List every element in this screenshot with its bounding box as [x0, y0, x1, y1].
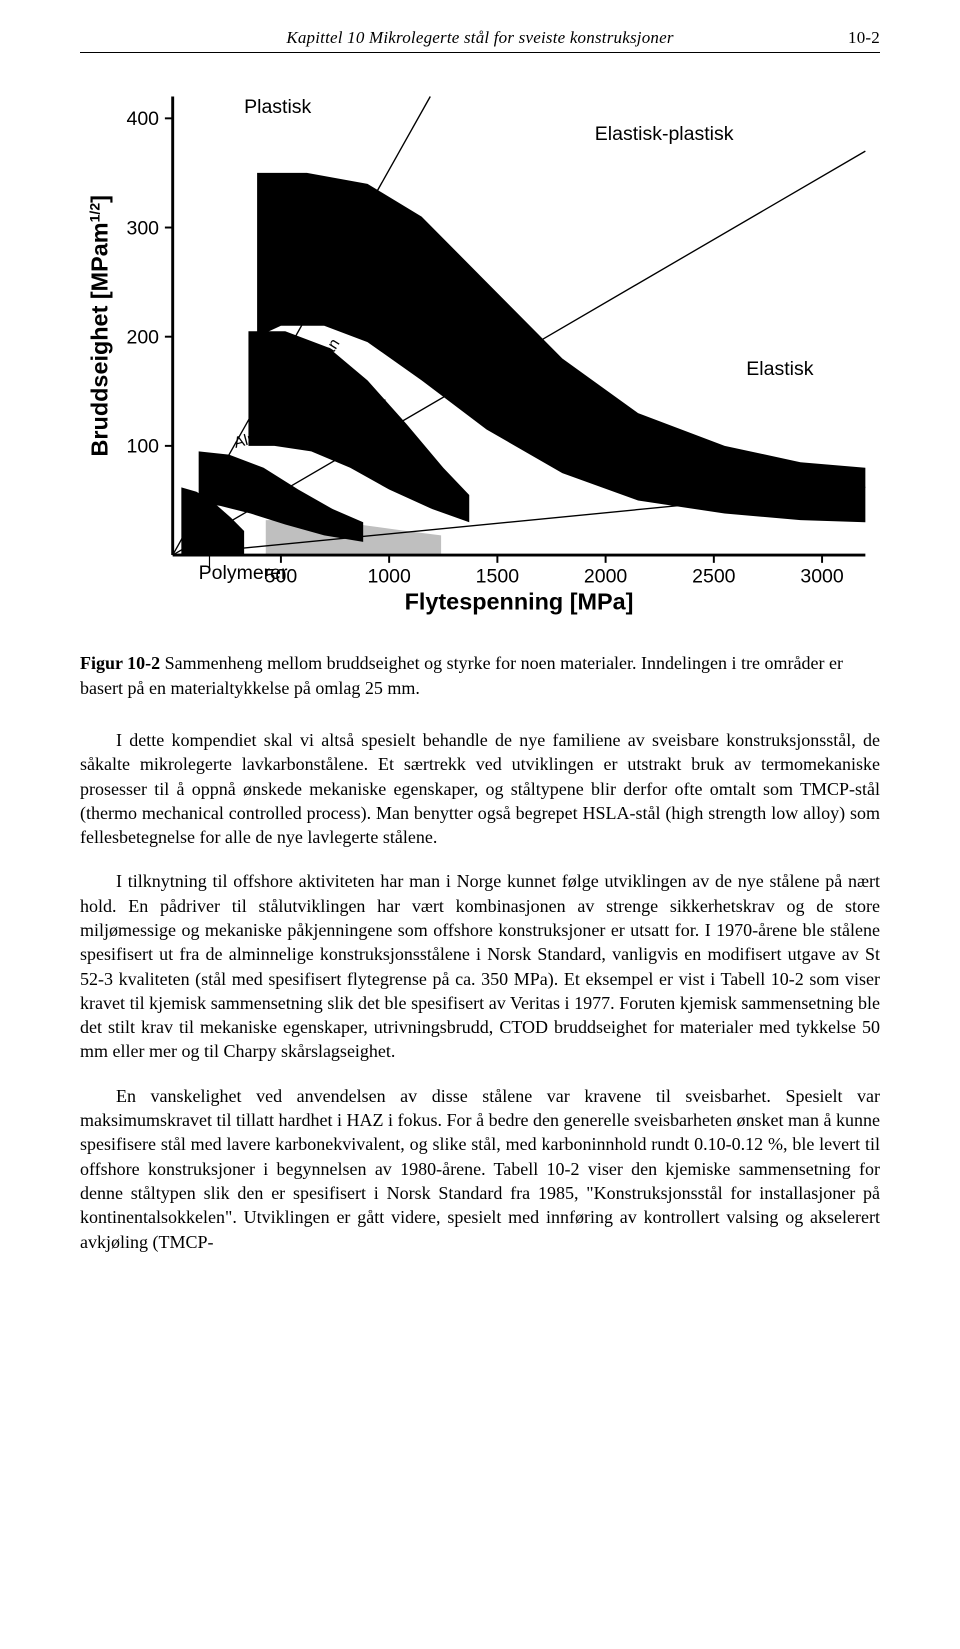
x-tick-label: 1000	[367, 565, 411, 587]
band-steel	[257, 173, 865, 522]
figure-caption: Figur 10-2 Sammenheng mellom bruddseighe…	[80, 651, 880, 700]
y-tick-label: 400	[126, 108, 159, 130]
paragraph-3: En vanskelighet ved anvendelsen av disse…	[80, 1084, 880, 1254]
caption-rest: Sammenheng mellom bruddseighet og styrke…	[80, 653, 843, 697]
running-title: Kapittel 10 Mikrolegerte stål for sveist…	[286, 28, 673, 47]
annotation: Polymerer	[199, 562, 288, 584]
paragraph-3-text: En vanskelighet ved anvendelsen av disse…	[80, 1086, 880, 1252]
x-tick-label: 3000	[800, 565, 844, 587]
paragraph-2: I tilknytning til offshore aktiviteten h…	[80, 869, 880, 1063]
y-tick-label: 200	[126, 327, 159, 349]
x-axis-label: Flytespenning [MPa]	[405, 589, 634, 615]
x-tick-label: 2500	[692, 565, 736, 587]
annotation: Elastisk	[746, 358, 813, 380]
y-axis-label: Bruddseighet [MPam1/2]	[86, 195, 112, 456]
page-number: 10-2	[848, 28, 880, 48]
annotation: Elastisk-plastisk	[595, 123, 734, 145]
running-header: Kapittel 10 Mikrolegerte stål for sveist…	[80, 28, 880, 48]
annotation: Plastisk	[244, 96, 311, 118]
chart-svg: 50010001500200025003000100200300400Flyte…	[80, 77, 880, 623]
paragraph-2-text: I tilknytning til offshore aktiviteten h…	[80, 871, 880, 1061]
x-tick-label: 1500	[476, 565, 520, 587]
y-tick-label: 300	[126, 217, 159, 239]
paragraph-1: I dette kompendiet skal vi altså spesiel…	[80, 728, 880, 849]
y-tick-label: 100	[126, 436, 159, 458]
figure-10-2: 50010001500200025003000100200300400Flyte…	[80, 77, 880, 623]
caption-lead: Figur 10-2	[80, 653, 160, 673]
paragraph-1-text: I dette kompendiet skal vi altså spesiel…	[80, 730, 880, 847]
header-rule	[80, 52, 880, 53]
annotation: Keramer	[770, 500, 845, 522]
x-tick-label: 2000	[584, 565, 628, 587]
